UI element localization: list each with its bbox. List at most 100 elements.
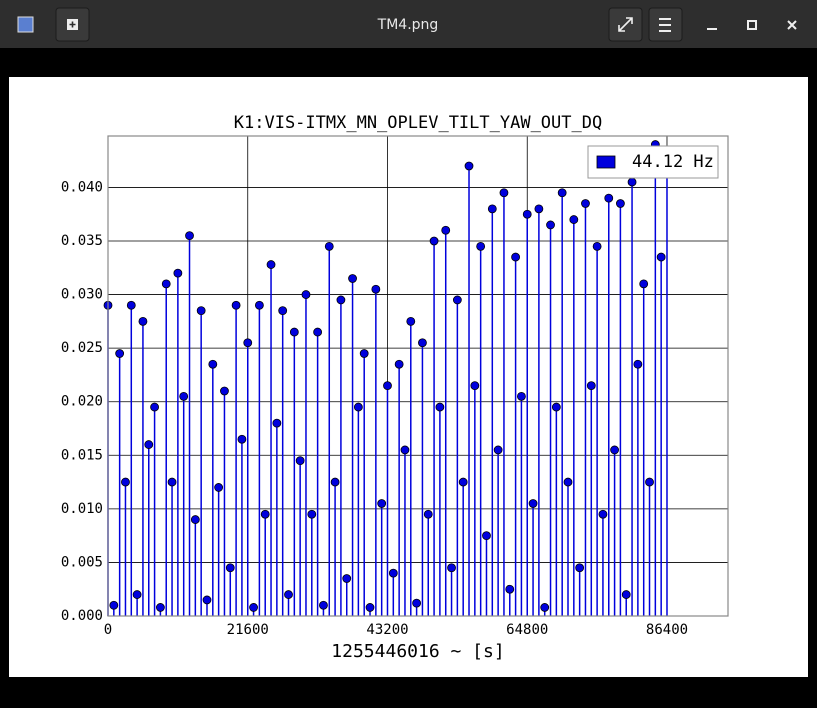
marker (359, 349, 369, 358)
y-tick-label: 0.025 (61, 340, 103, 356)
marker (190, 515, 200, 524)
marker (138, 316, 148, 326)
marker (156, 603, 165, 612)
marker (557, 188, 567, 198)
marker (394, 359, 404, 369)
marker (289, 327, 299, 337)
legend-swatch (596, 155, 616, 169)
marker (563, 477, 573, 487)
marker (458, 477, 468, 487)
x-tick-label: 43200 (366, 622, 408, 638)
marker (319, 600, 328, 610)
marker (528, 499, 538, 508)
marker (616, 199, 625, 208)
x-tick-label: 86400 (646, 622, 688, 638)
marker (214, 483, 224, 492)
marker (278, 306, 288, 316)
y-tick-label: 0.000 (61, 608, 103, 624)
window-title: TM4.png (377, 17, 439, 33)
marker (505, 584, 515, 594)
series (103, 140, 672, 616)
marker (237, 434, 247, 444)
marker (633, 359, 643, 369)
marker (144, 440, 154, 449)
marker (447, 563, 456, 573)
marker (150, 402, 159, 412)
marker (266, 260, 276, 269)
marker (353, 402, 363, 412)
marker (487, 204, 497, 214)
marker (377, 499, 387, 508)
x-tick-label: 21600 (227, 622, 269, 638)
y-tick-label: 0.005 (61, 554, 103, 570)
marker (441, 225, 451, 235)
marker (418, 338, 427, 348)
marker (476, 241, 486, 251)
marker (627, 177, 637, 187)
x-axis-label: 1255446016 ~ [s] (331, 641, 504, 662)
marker (575, 563, 585, 573)
menu-icon (659, 18, 671, 32)
marker (546, 220, 555, 230)
marker (121, 477, 130, 487)
legend-label: 44.12 Hz (632, 152, 714, 172)
marker (429, 236, 439, 246)
marker (336, 295, 346, 305)
marker (383, 381, 392, 391)
marker (586, 381, 596, 391)
marker (161, 279, 171, 289)
marker (656, 252, 666, 262)
marker (307, 509, 317, 519)
marker (254, 300, 264, 310)
app-icon (17, 16, 34, 33)
y-tick-label: 0.040 (61, 179, 103, 195)
marker (482, 531, 491, 541)
marker (208, 359, 218, 369)
marker (464, 161, 474, 171)
y-tick-label: 0.035 (61, 233, 103, 249)
marker (272, 418, 282, 428)
marker (522, 209, 532, 219)
marker (348, 274, 357, 283)
marker (179, 391, 189, 401)
marker (371, 284, 381, 294)
maximize-button[interactable] (747, 20, 757, 30)
marker (598, 509, 608, 519)
fullscreen-icon (618, 17, 633, 32)
marker (534, 204, 544, 214)
close-button[interactable] (787, 20, 797, 30)
marker (517, 391, 526, 401)
marker (243, 338, 253, 348)
y-tick-label: 0.020 (61, 394, 103, 410)
marker (423, 509, 433, 519)
marker (569, 215, 579, 224)
marker (196, 306, 206, 316)
marker (400, 445, 410, 455)
marker (313, 327, 323, 337)
marker (324, 241, 334, 251)
marker (260, 509, 270, 519)
marker (610, 445, 619, 455)
marker (115, 349, 125, 358)
axes-frame (107, 135, 729, 617)
y-tick-label: 0.030 (61, 287, 103, 303)
marker (295, 456, 305, 466)
marker (126, 300, 136, 310)
plus-icon (69, 21, 76, 28)
marker (551, 402, 561, 412)
marker (231, 300, 241, 310)
marker (173, 268, 183, 278)
marker (511, 252, 520, 262)
marker (493, 445, 503, 455)
marker (592, 241, 602, 251)
marker (167, 477, 177, 487)
marker (435, 402, 445, 412)
marker (185, 231, 194, 241)
marker (342, 574, 352, 583)
marker (202, 595, 212, 605)
y-tick-label: 0.010 (61, 501, 103, 517)
marker (301, 290, 311, 299)
marker (470, 381, 480, 391)
marker (412, 598, 422, 608)
